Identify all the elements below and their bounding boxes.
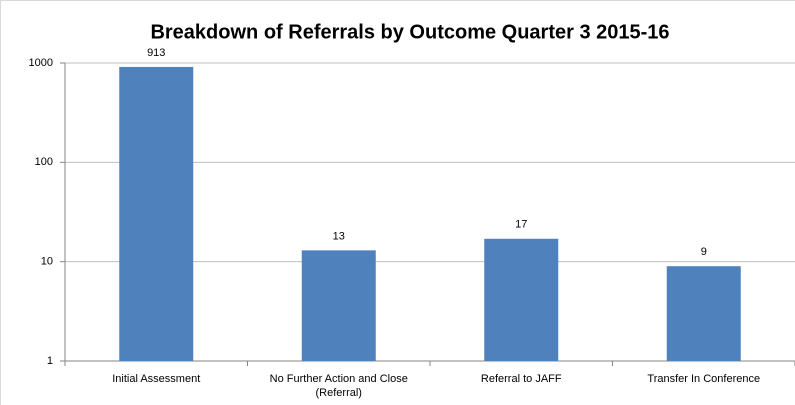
y-tick-label: 10 — [41, 256, 53, 268]
x-tick-label: Referral to JAFF — [480, 373, 562, 385]
x-tick-label: Transfer In Conference — [647, 373, 761, 385]
chart-title: Breakdown of Referrals by Outcome Quarte… — [150, 21, 669, 43]
x-tick-label: No Further Action and Close (Referral) — [269, 373, 408, 399]
y-tick-label: 1 — [47, 355, 53, 367]
bar — [301, 250, 376, 361]
bar — [666, 266, 741, 361]
bar — [119, 66, 194, 361]
data-label: 13 — [333, 230, 345, 242]
y-tick-label: 100 — [35, 156, 53, 168]
x-tick-label: Initial Assessment — [112, 373, 201, 385]
data-label: 17 — [515, 219, 527, 231]
data-label: 913 — [147, 47, 165, 59]
bar — [484, 238, 559, 361]
y-tick-label: 1000 — [29, 57, 53, 69]
data-label: 9 — [701, 246, 707, 258]
